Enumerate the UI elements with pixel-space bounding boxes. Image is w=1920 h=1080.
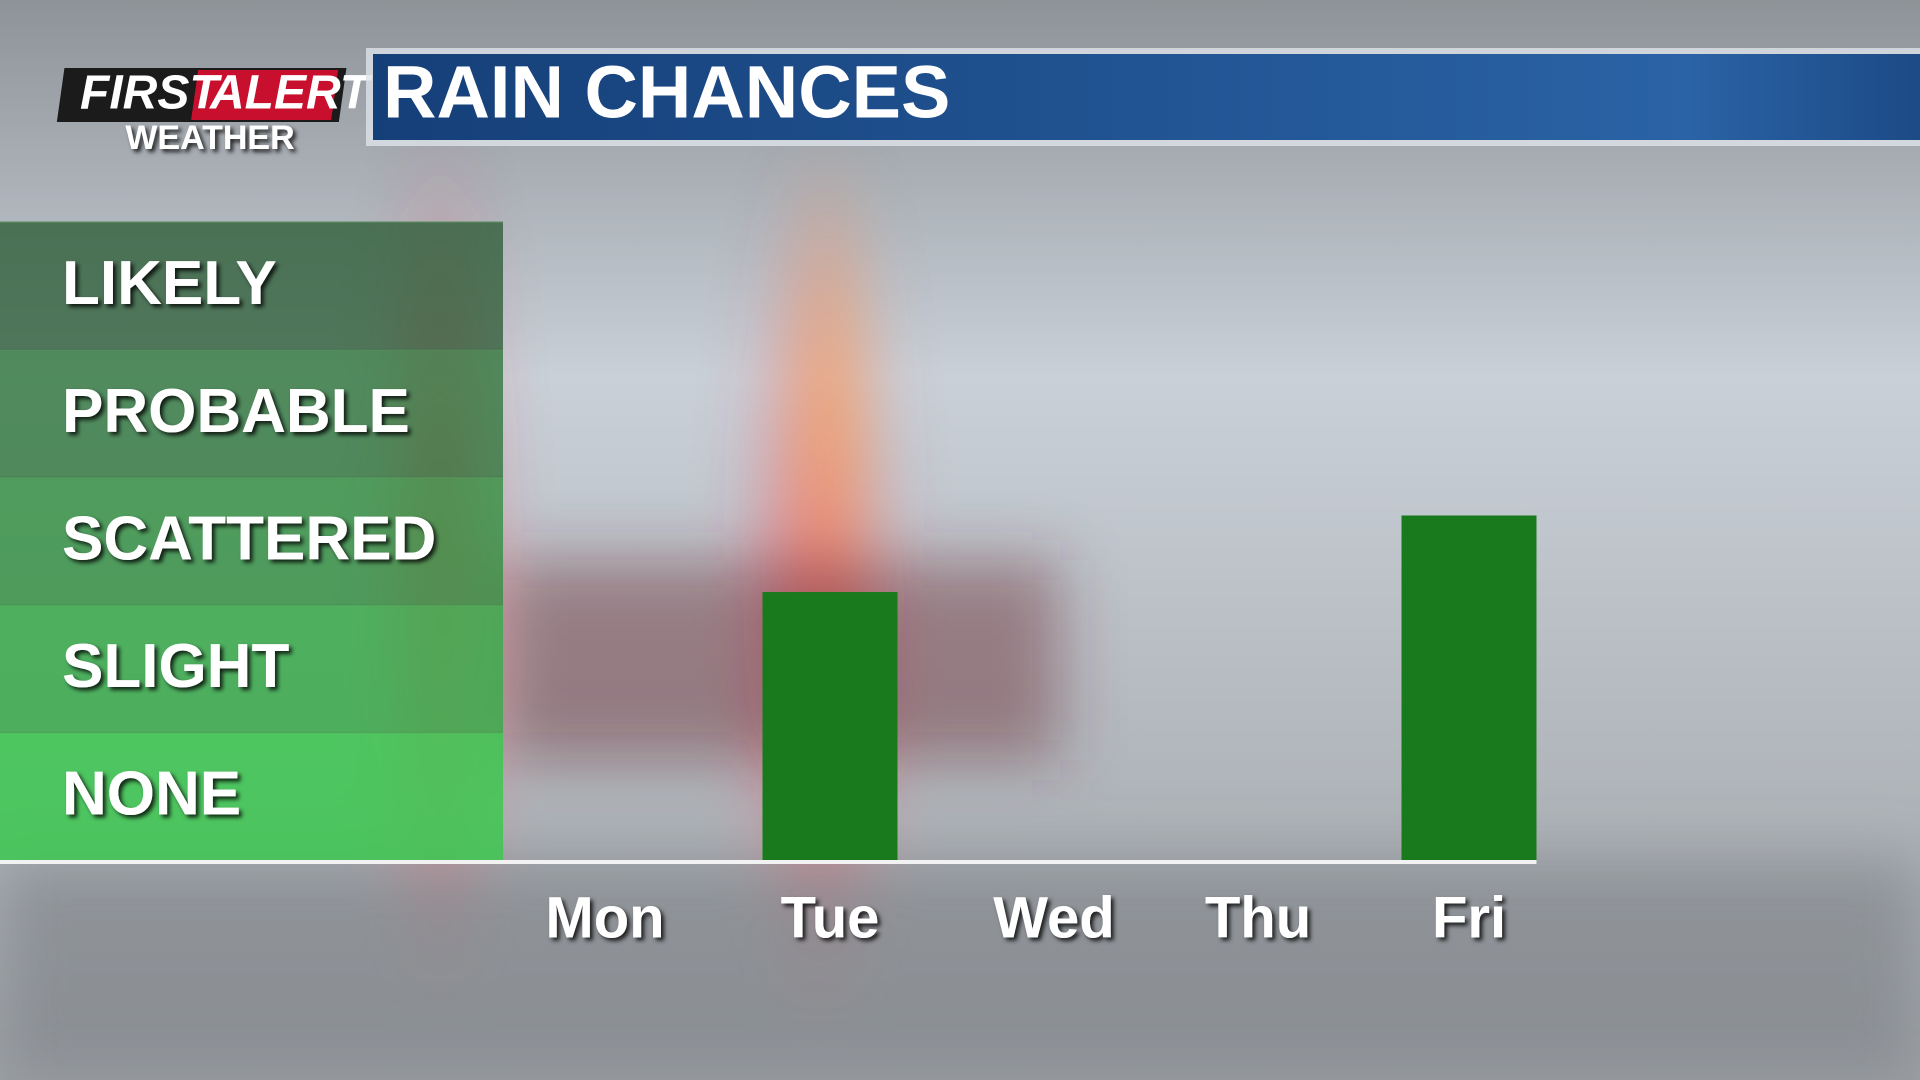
- header: RAIN CHANCES: [366, 48, 1920, 146]
- logo: FIRST ALERT WEATHER: [56, 67, 373, 157]
- level-band: [0, 222, 503, 350]
- level-band: [0, 604, 503, 733]
- logo-alert: ALERT: [209, 67, 373, 120]
- level-band: [0, 732, 503, 860]
- y-tick-label: LIKELY: [62, 249, 277, 318]
- y-tick-label: PROBABLE: [62, 377, 410, 446]
- chart-title: RAIN CHANCES: [383, 51, 950, 134]
- logo-first: FIRST: [80, 67, 222, 120]
- y-tick-label: NONE: [62, 760, 241, 829]
- bar: [762, 592, 898, 860]
- y-tick-label: SLIGHT: [62, 632, 289, 701]
- y-tick-label: SCATTERED: [62, 504, 436, 573]
- x-tick-label: Thu: [1205, 885, 1311, 950]
- level-band: [0, 477, 503, 605]
- level-band: [0, 349, 503, 478]
- logo-weather: WEATHER: [125, 119, 294, 157]
- x-tick-label: Mon: [545, 885, 664, 950]
- x-tick-label: Wed: [993, 885, 1114, 950]
- x-tick-label: Fri: [1432, 885, 1506, 950]
- x-tick-label: Tue: [781, 885, 880, 950]
- bar: [1401, 515, 1537, 860]
